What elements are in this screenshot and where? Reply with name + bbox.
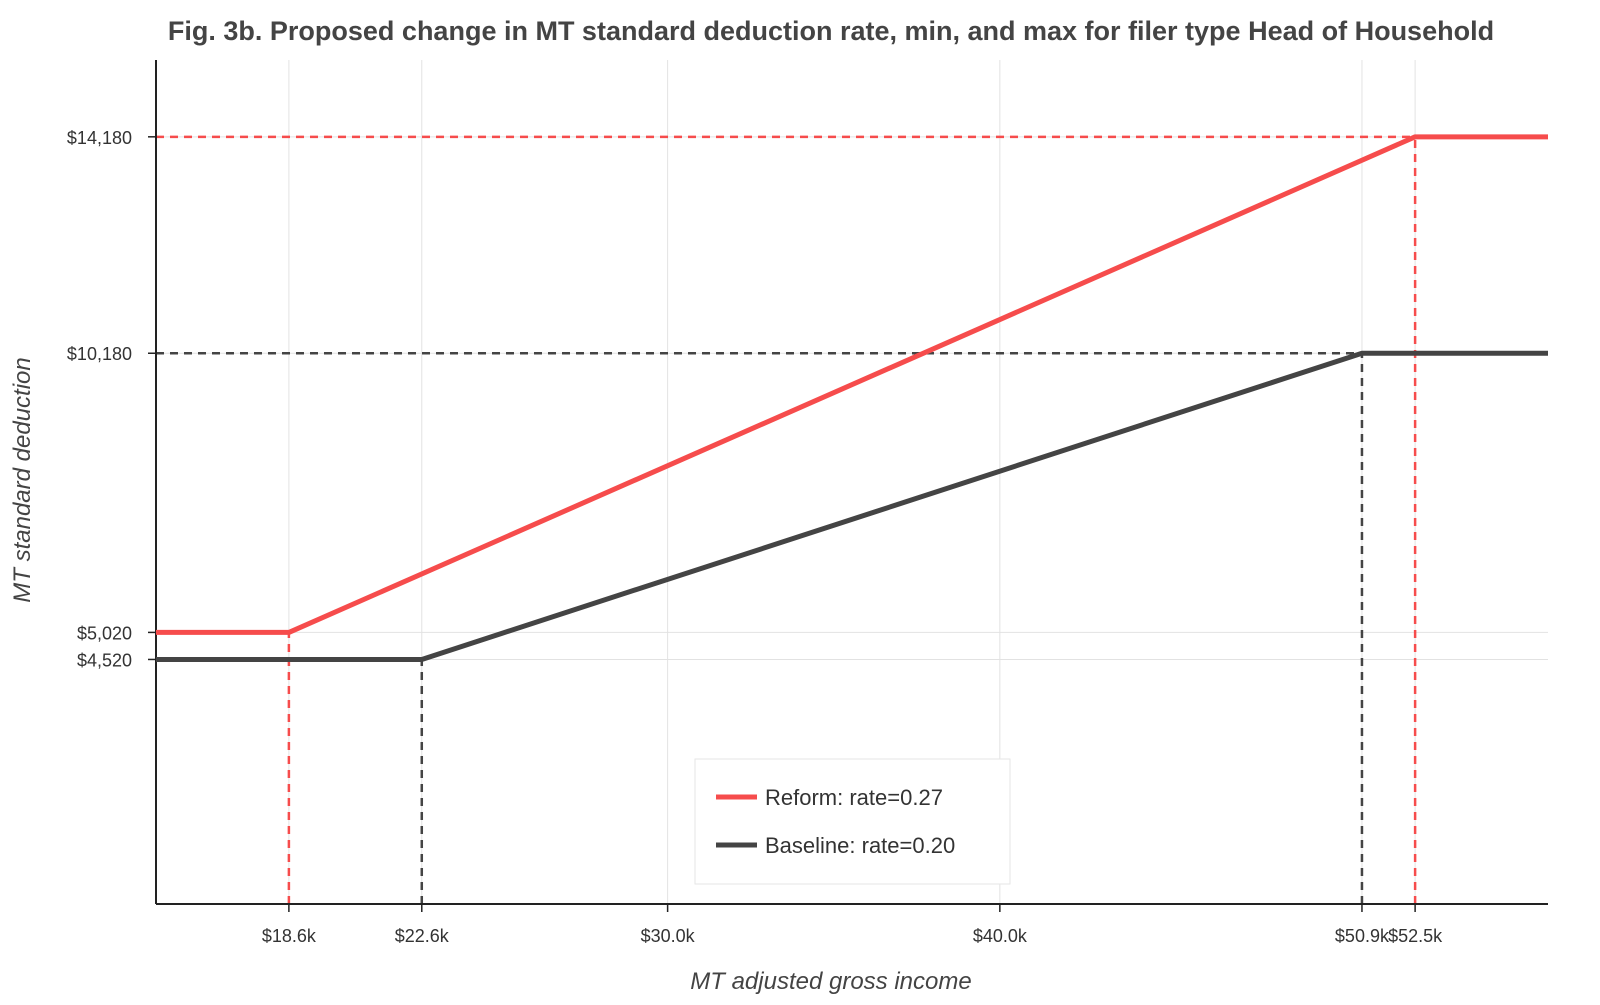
x-tick-label: $30.0k — [641, 926, 696, 946]
series-line-reform — [156, 134, 1548, 635]
x-tick-label: $40.0k — [973, 926, 1028, 946]
x-tick-label: $52.5k — [1388, 926, 1443, 946]
series-line-baseline — [156, 350, 1548, 662]
axes-layer — [155, 60, 1548, 905]
x-tick-label: $18.6k — [262, 926, 317, 946]
x-tick-label: $50.9k — [1335, 926, 1390, 946]
chart-title: Fig. 3b. Proposed change in MT standard … — [168, 16, 1494, 46]
y-tick-label: $14,180 — [67, 128, 132, 148]
legend-label-baseline: Baseline: rate=0.20 — [765, 833, 955, 858]
tick-labels-layer: $18.6k $22.6k $30.0k $40.0k $50.9k $52.5k $4,5… — [67, 128, 1443, 946]
reference-lines-layer — [156, 135, 1548, 904]
y-axis-title: MT standard deduction — [9, 357, 36, 602]
legend[interactable]: Reform: rate=0.27 Baseline: rate=0.20 — [694, 758, 1011, 885]
y-tick-label: $5,020 — [77, 623, 132, 643]
x-tick-label: $22.6k — [395, 926, 450, 946]
legend-box — [694, 758, 1011, 885]
x-axis-title: MT adjusted gross income — [690, 968, 971, 995]
y-tick-label: $4,520 — [77, 650, 132, 670]
y-tick-label: $10,180 — [67, 344, 132, 364]
legend-label-reform: Reform: rate=0.27 — [765, 785, 943, 810]
series-layer — [156, 134, 1548, 662]
